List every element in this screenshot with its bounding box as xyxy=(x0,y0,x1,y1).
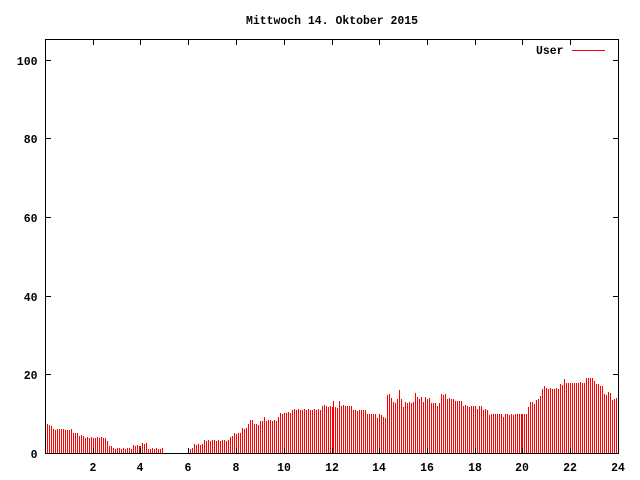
svg-text:2: 2 xyxy=(90,461,97,475)
svg-text:User: User xyxy=(536,44,564,58)
svg-text:18: 18 xyxy=(468,461,482,475)
svg-text:22: 22 xyxy=(563,461,577,475)
svg-text:10: 10 xyxy=(277,461,291,475)
svg-text:40: 40 xyxy=(24,291,38,305)
svg-text:24: 24 xyxy=(611,461,625,475)
svg-text:20: 20 xyxy=(515,461,529,475)
svg-text:0: 0 xyxy=(31,448,38,462)
svg-text:16: 16 xyxy=(420,461,434,475)
svg-text:Mittwoch 14. Oktober 2015: Mittwoch 14. Oktober 2015 xyxy=(246,14,418,28)
svg-text:20: 20 xyxy=(24,369,38,383)
svg-text:14: 14 xyxy=(372,461,386,475)
svg-text:12: 12 xyxy=(325,461,339,475)
svg-text:4: 4 xyxy=(137,461,144,475)
svg-text:80: 80 xyxy=(24,133,38,147)
svg-text:100: 100 xyxy=(17,55,38,69)
svg-text:60: 60 xyxy=(24,212,38,226)
svg-text:8: 8 xyxy=(233,461,240,475)
svg-text:6: 6 xyxy=(185,461,192,475)
